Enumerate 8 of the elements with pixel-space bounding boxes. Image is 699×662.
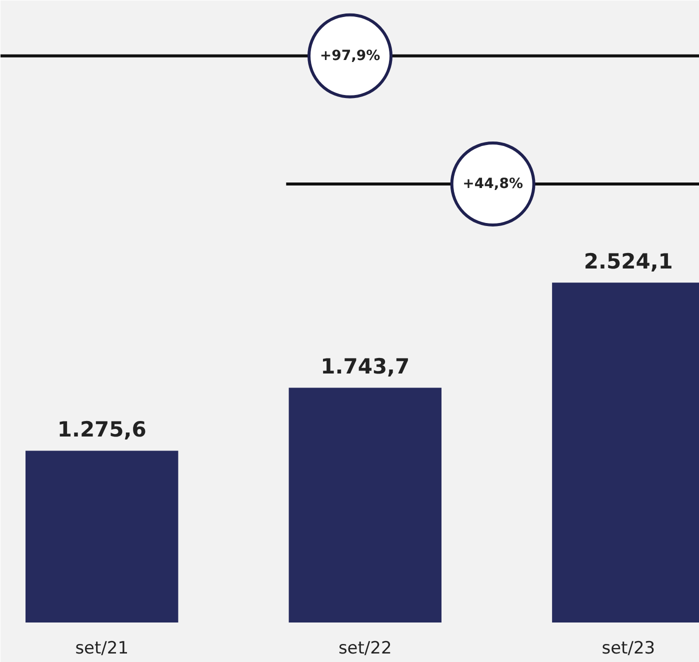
x-tick-label: set/21 [75,638,129,658]
text: +44,8% [462,176,523,192]
x-tick-label: set/23 [602,638,656,658]
data-label: 1.275,6 [57,418,146,442]
text: +97,9% [320,48,380,64]
data-label: 1.743,7 [320,354,410,379]
data-label: 2.524,1 [584,250,673,274]
x-tick-label: set/22 [338,638,392,658]
